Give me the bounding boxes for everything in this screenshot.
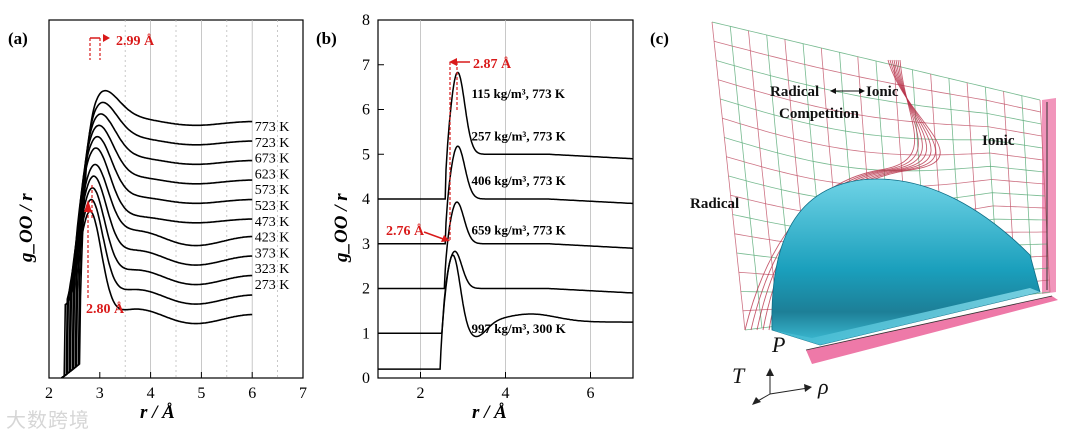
panel-b-curve-3: [378, 250, 634, 335]
panel-c-mesh-line-36: [744, 59, 916, 331]
panel-a-xlabel: r / Å: [140, 402, 175, 423]
panel-c-arrowhead-left: [830, 88, 836, 94]
panel-c-mesh-line-37: [750, 59, 919, 331]
panel-a-curve-6: [60, 163, 253, 378]
panel-c-label: (c): [650, 29, 669, 48]
panel-c-label-ionic-top: Ionic: [866, 84, 899, 100]
panel-b-arrowhead-287: [449, 58, 457, 66]
panel-b-curve-0: [378, 71, 633, 200]
panel-c-label-radical-top: Radical: [770, 84, 819, 100]
panel-c: (c) Radical Ionic Competition Ionic Radi…: [650, 21, 1058, 405]
panel-b-curve-4: [378, 254, 633, 370]
panel-b-ytick-label-8: 8: [362, 12, 370, 29]
panel-b-curve-2: [378, 201, 633, 290]
panel-b-ytick-label-4: 4: [362, 191, 370, 208]
panel-b: (b) 2 4 6 0 1 2 3 4 5 6 7 8 115 kg/m³, 773 K 257 kg/…: [316, 12, 634, 423]
panel-b-series-label-2: 406 kg/m³, 773 K: [472, 173, 567, 188]
panel-c-pink-wall: [1042, 98, 1056, 294]
panel-b-label: (b): [316, 29, 337, 48]
panel-a-annot-280: 2.80 Å: [86, 301, 125, 317]
panel-a-xtick-label-4: 6: [248, 385, 256, 402]
panel-b-arrow-276: [423, 231, 447, 241]
panel-b-ylabel: g_OO / r: [331, 193, 352, 263]
panel-a-series-label-4: 573 K: [255, 183, 290, 198]
panel-b-curve-1: [378, 145, 634, 245]
watermark: 大数跨境: [6, 408, 90, 432]
panel-b-series-label-0: 115 kg/m³, 773 K: [472, 86, 566, 101]
panel-a-series-label-7: 423 K: [255, 231, 290, 246]
panel-a-xtick-label-2: 4: [147, 385, 155, 402]
panel-b-xtick-label-0: 2: [417, 385, 425, 402]
panel-a-xtick-label-1: 3: [96, 385, 104, 402]
panel-a-annot-299: 2.99 Å: [116, 33, 155, 49]
panel-a-ylabel: g_OO / r: [16, 193, 37, 263]
panel-c-axis-t-head: [766, 368, 774, 376]
panel-b-ytick-label-5: 5: [362, 146, 370, 163]
panel-c-label-radical: Radical: [690, 196, 739, 212]
panel-a-series-label-8: 373 K: [255, 246, 290, 261]
panel-b-arrowhead-276: [441, 235, 450, 242]
panel-b-xtick-label-2: 6: [587, 385, 595, 402]
panel-a-series-label-6: 473 K: [255, 215, 290, 230]
panel-a-series-label-10: 273 K: [255, 278, 290, 293]
panel-b-ytick-label-7: 7: [362, 57, 370, 74]
panel-a-curve-10: [60, 210, 253, 378]
panel-a-series-label-9: 323 K: [255, 262, 290, 277]
panel-a-xlabel-text: r / Å: [140, 402, 175, 423]
panel-b-annot-287: 2.87 Å: [473, 56, 512, 72]
panel-c-axis-rho-head: [804, 384, 812, 392]
panel-a-series-label-3: 623 K: [255, 167, 290, 182]
panel-a-curve-9: [60, 198, 253, 378]
panel-c-mesh-line-18: [729, 26, 763, 328]
panel-a-curve-7: [60, 175, 253, 378]
panel-a-series-label-5: 523 K: [255, 199, 290, 214]
panel-b-series-label-3: 659 kg/m³, 773 K: [472, 222, 567, 237]
panel-b-xlabel: r / Å: [472, 402, 507, 423]
panel-b-ytick-label-1: 1: [362, 325, 370, 342]
panel-a-series-label-2: 673 K: [255, 152, 290, 167]
panel-a-curve-5: [60, 147, 253, 378]
panel-a-xtick-label-5: 7: [299, 385, 307, 402]
panel-b-xtick-label-1: 4: [502, 385, 510, 402]
panel-c-label-competition: Competition: [779, 106, 860, 122]
panel-c-teal-floor: [772, 288, 1040, 345]
panel-c-axis-rho-line: [769, 387, 809, 395]
panel-b-series-labels: 115 kg/m³, 773 K 257 kg/m³, 773 K 406 kg/m…: [472, 86, 567, 336]
panel-a-ticks: 2 3 4 5 6 7: [45, 372, 307, 402]
panel-b-series-label-1: 257 kg/m³, 773 K: [472, 128, 567, 143]
panel-a-series-label-0: 773 K: [255, 120, 290, 135]
panel-c-axis-p: P: [771, 332, 785, 357]
panel-b-ytick-label-6: 6: [362, 102, 370, 119]
panel-c-axis-rho: ρ: [817, 374, 829, 399]
panel-c-arrowhead-right: [859, 88, 865, 94]
panel-c-mesh-line-35: [1039, 99, 1051, 293]
panel-a-curves: [60, 89, 253, 378]
panel-c-axis-p-head: [752, 397, 761, 405]
panel-b-annot-276: 2.76 Å: [386, 223, 425, 239]
panel-b-ytick-label-2: 2: [362, 281, 370, 298]
panel-a-curve-8: [60, 186, 253, 378]
panel-a-arrowhead-280: [84, 200, 92, 212]
panel-a-series-label-1: 723 K: [255, 136, 290, 151]
panel-a-xtick-label-3: 5: [197, 385, 205, 402]
panel-a-xtick-label-0: 2: [45, 385, 53, 402]
panel-b-ytick-label-3: 3: [362, 236, 370, 253]
panel-b-ytick-label-0: 0: [362, 370, 370, 387]
panel-b-series-label-4: 997 kg/m³, 300 K: [472, 321, 567, 336]
panel-c-axis-t: T: [732, 363, 746, 388]
panel-c-mesh-line-17: [711, 21, 746, 331]
panel-c-pink-floor: [806, 296, 1058, 364]
panel-c-floor-line: [805, 295, 1053, 351]
panel-a-arrowhead-299: [103, 34, 110, 42]
panel-b-curves: [378, 71, 634, 370]
panel-c-label-ionic: Ionic: [982, 133, 1015, 149]
panel-a-label: (a): [8, 29, 28, 48]
